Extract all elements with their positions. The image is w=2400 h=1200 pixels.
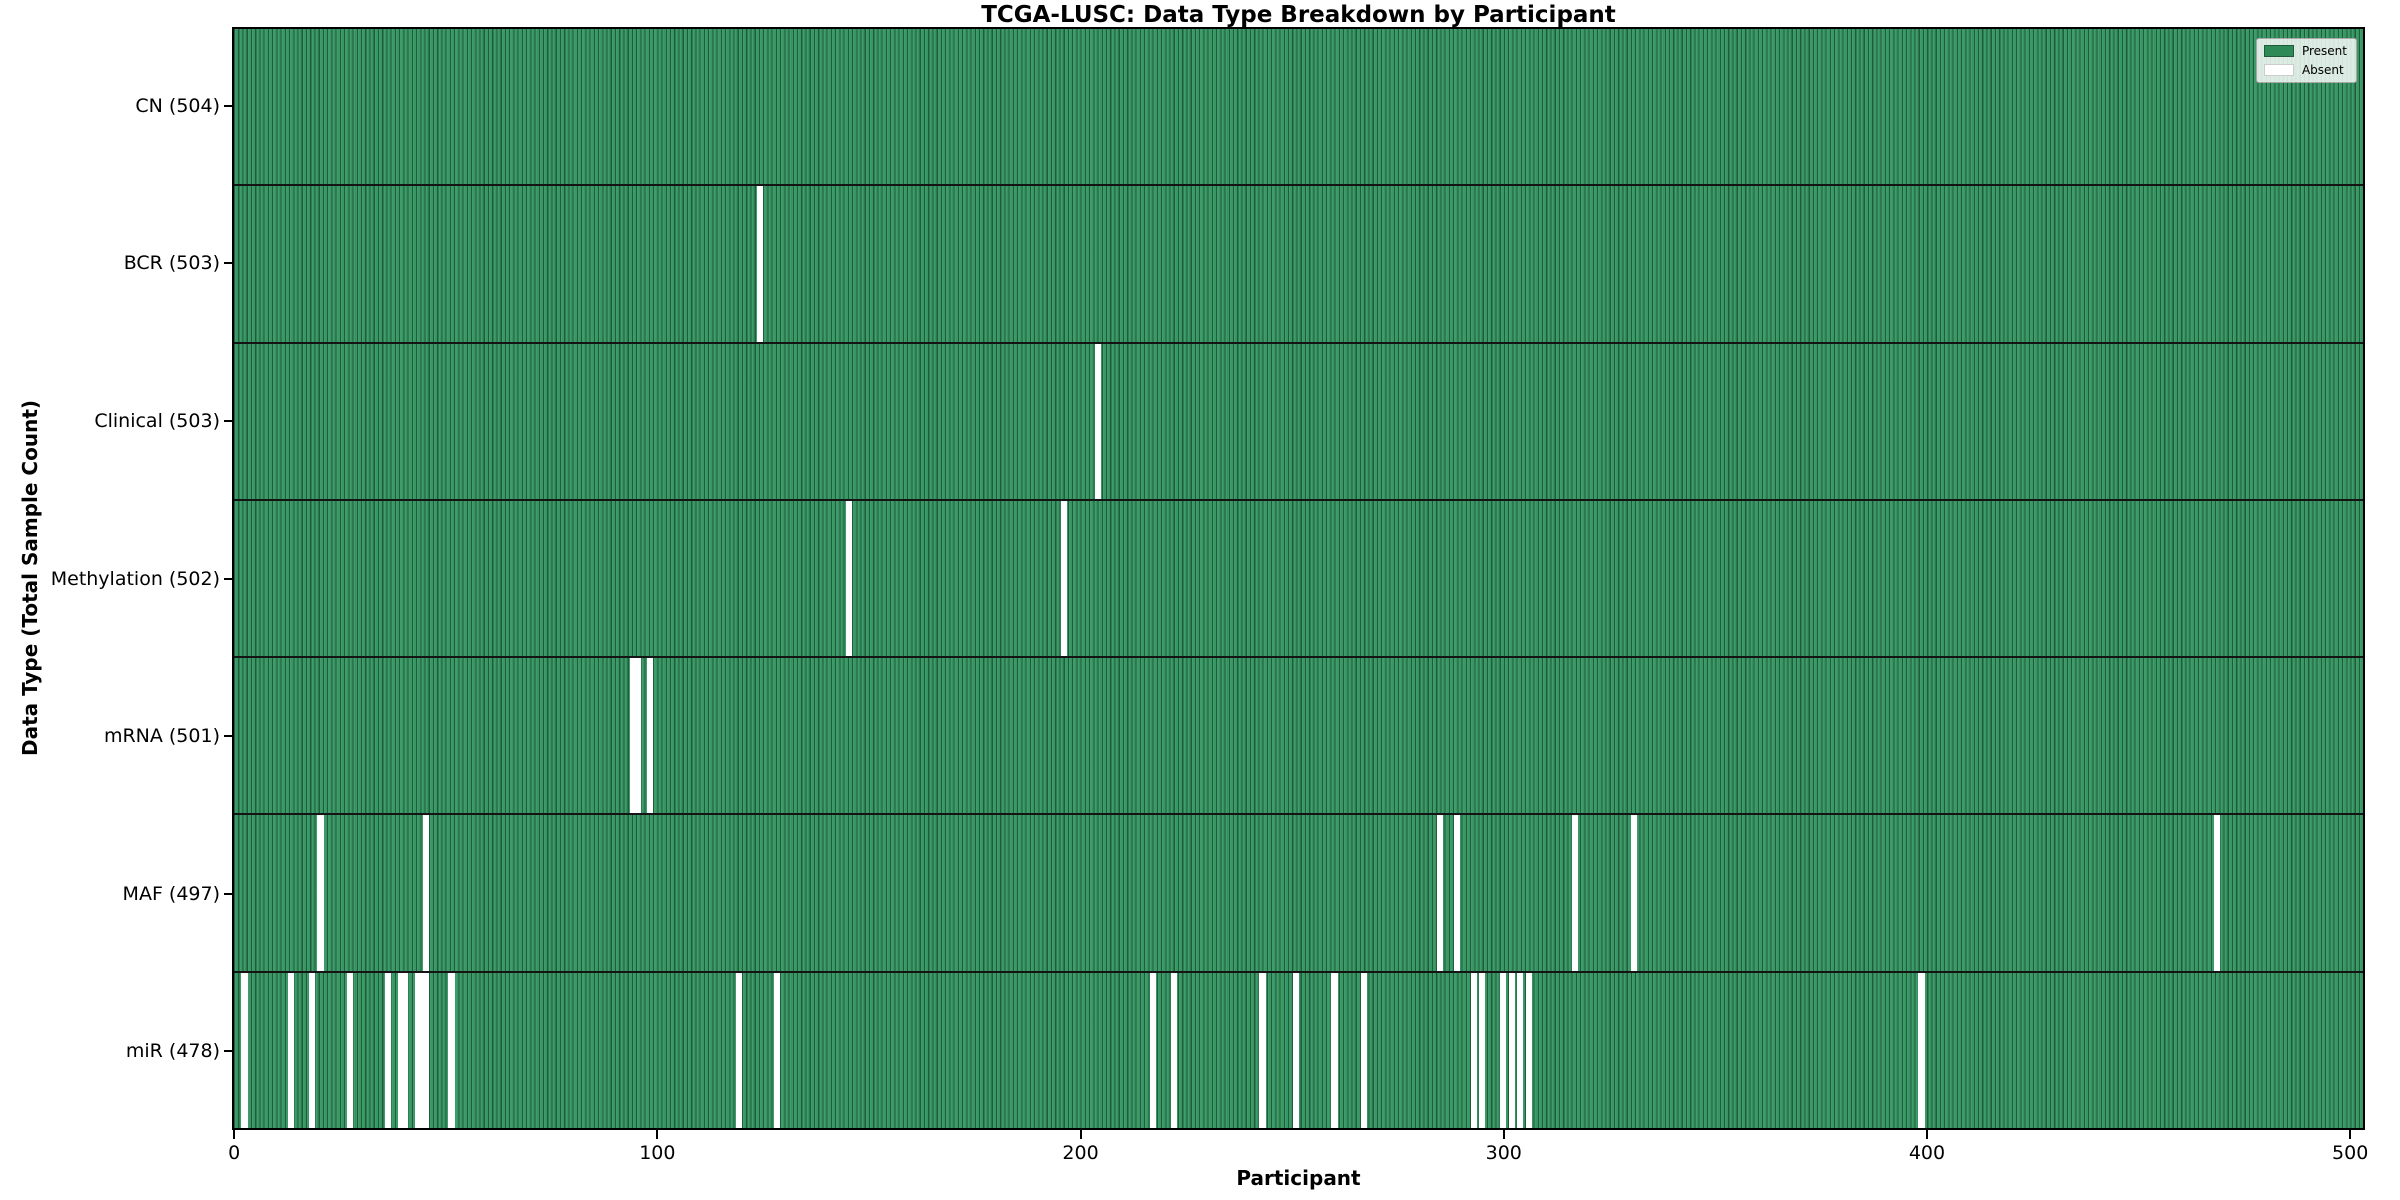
x-tick-mark [1079,1130,1082,1139]
absent-stripe [1094,343,1101,499]
absent-stripe [448,972,455,1128]
x-tick-mark [1502,1130,1505,1139]
absent-stripe [1149,972,1156,1128]
absent-stripe [1436,815,1444,971]
absent-stripe [845,500,852,657]
legend-swatch-absent [2263,64,2294,76]
x-tick-label: 400 [1908,1142,1946,1164]
absent-stripe [1517,972,1524,1128]
x-tick-label: 0 [228,1142,241,1164]
absent-stripe [317,815,324,971]
legend-item-present: Present [2263,44,2347,58]
absent-stripe [401,972,409,1128]
absent-stripe [634,658,641,814]
absent-stripe [423,815,430,971]
absent-stripe [1331,972,1338,1128]
x-tick-label: 200 [1062,1142,1099,1164]
absent-stripe [735,972,742,1128]
x-tick-mark [1925,1130,1928,1139]
absent-stripe [287,972,295,1128]
x-axis-title: Participant [1236,1166,1361,1190]
absent-stripe [773,972,780,1128]
x-tick-mark [233,1130,236,1139]
y-tick-mark [224,419,232,422]
absent-stripe [1918,972,1925,1128]
absent-stripe [1508,972,1515,1128]
y-tick-label: miR (478) [125,1040,220,1063]
absent-stripe [756,186,764,342]
x-tick-label: 300 [1485,1142,1522,1164]
y-tick-mark [224,735,232,738]
x-tick-label: 100 [639,1142,676,1164]
y-tick-mark [224,104,232,107]
data-row-maf [234,815,2363,973]
absent-stripe [1525,972,1532,1128]
data-row-bcr [234,186,2363,344]
absent-stripe [347,972,354,1128]
absent-stripe [1470,972,1477,1128]
data-row-clinical [234,343,2363,501]
legend-swatch-present [2263,45,2294,57]
y-tick-label: Clinical (503) [94,409,220,432]
absent-stripe [646,658,654,814]
legend: Present Absent [2255,38,2357,83]
y-tick-mark [224,892,232,895]
absent-stripe [630,658,637,814]
legend-label: Present [2301,44,2347,58]
absent-stripe [1572,815,1579,971]
absent-stripe [423,972,430,1128]
absent-stripe [1170,972,1177,1128]
absent-stripe [241,972,248,1128]
legend-label: Absent [2301,63,2344,77]
legend-item-absent: Absent [2263,63,2347,77]
data-row-mrna [234,658,2363,816]
absent-stripe [2214,815,2221,971]
absent-stripe [1360,972,1368,1128]
x-tick-mark [2349,1130,2352,1139]
absent-stripe [1293,972,1300,1128]
y-tick-label: Methylation (502) [50,567,220,590]
absent-stripe [1479,972,1486,1128]
absent-stripe [1060,500,1068,657]
y-axis-title: Data Type (Total Sample Count) [18,399,42,757]
chart-title: TCGA-LUSC: Data Type Breakdown by Partic… [981,2,1616,28]
x-tick-mark [656,1130,659,1139]
data-row-methylation [234,500,2363,659]
absent-stripe [414,972,421,1128]
absent-stripe [1500,972,1507,1128]
y-tick-label: BCR (503) [123,252,220,275]
absent-stripe [309,972,316,1128]
y-tick-label: MAF (497) [122,882,220,905]
absent-stripe [1259,972,1266,1128]
y-tick-mark [224,262,232,265]
absent-stripe [1453,815,1460,971]
y-tick-label: mRNA (501) [103,725,220,748]
absent-stripe [385,972,392,1128]
absent-stripe [1631,815,1638,971]
data-row-mir [234,972,2363,1128]
absent-stripe [397,972,404,1128]
y-tick-mark [224,577,232,580]
y-tick-mark [224,1050,232,1053]
plot-area: Present Absent [232,27,2365,1130]
x-tick-label: 500 [2332,1142,2369,1164]
data-row-cn [234,29,2363,187]
absent-stripe [418,972,426,1128]
y-tick-label: CN (504) [135,94,220,117]
